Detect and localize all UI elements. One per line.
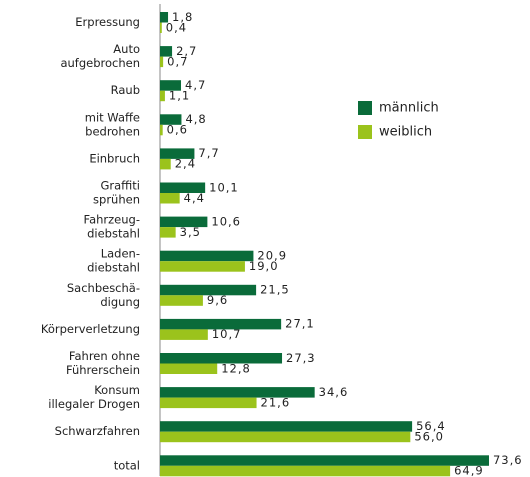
value-label: 21,5	[260, 283, 290, 297]
category-label: illegaler Drogen	[48, 397, 140, 411]
category-label: bedrohen	[85, 124, 140, 138]
value-label: 2,4	[175, 157, 196, 171]
bar	[160, 318, 282, 330]
category-label: Laden-	[101, 247, 140, 261]
bar	[160, 114, 182, 125]
bar	[160, 455, 489, 466]
value-label: 10,7	[212, 327, 242, 341]
bar	[160, 284, 257, 296]
category-label: Erpressung	[75, 15, 140, 29]
bar	[160, 397, 257, 409]
category-label: diebstahl	[87, 227, 140, 241]
legend-swatch	[358, 101, 372, 115]
bar	[160, 193, 180, 204]
value-label: 0,6	[167, 123, 188, 137]
bar	[160, 148, 195, 159]
category-label: Raub	[111, 83, 140, 97]
category-label: Fahren ohne	[69, 349, 140, 363]
bar	[160, 22, 162, 33]
value-label: 19,0	[249, 259, 279, 273]
bar	[160, 56, 164, 68]
category-label: Fahrzeug-	[84, 213, 140, 227]
value-label: 10,6	[211, 214, 241, 228]
bar	[160, 124, 163, 136]
category-label: aufgebrochen	[60, 56, 140, 70]
value-label: 20,9	[257, 248, 287, 262]
category-label: Führerschein	[66, 363, 140, 377]
category-label: sprühen	[93, 193, 140, 207]
category-label: total	[114, 458, 140, 472]
category-label: Körperverletzung	[41, 322, 140, 336]
bar	[160, 261, 245, 272]
bar	[160, 353, 283, 364]
bar	[160, 216, 208, 228]
category-label: diebstahl	[87, 261, 140, 275]
category-label: Einbruch	[89, 151, 140, 165]
value-label: 9,6	[207, 293, 228, 307]
value-label: 1,1	[169, 88, 190, 102]
category-label: Konsum	[94, 383, 140, 397]
value-label: 0,4	[166, 20, 187, 34]
bar	[160, 46, 173, 57]
legend-label: männlich	[379, 101, 439, 116]
legend-swatch	[358, 125, 372, 139]
bar	[160, 227, 176, 238]
value-label: 34,6	[319, 385, 349, 399]
value-label: 10,1	[209, 180, 239, 194]
bar	[160, 182, 206, 193]
bar	[160, 363, 218, 374]
bar	[160, 421, 413, 432]
category-label: digung	[100, 295, 140, 309]
value-label: 7,7	[198, 146, 219, 160]
value-label: 56,4	[416, 419, 446, 433]
bar	[160, 329, 208, 340]
bar	[160, 431, 411, 443]
value-label: 1,8	[172, 10, 193, 24]
value-label: 12,8	[221, 361, 251, 375]
bar	[160, 387, 315, 398]
legend-label: weiblich	[379, 125, 432, 140]
category-label: Schwarzfahren	[55, 424, 140, 438]
value-label: 2,7	[176, 44, 197, 58]
value-label: 4,8	[185, 112, 206, 126]
value-label: 73,6	[493, 453, 523, 467]
value-label: 64,9	[454, 464, 484, 477]
category-label: Auto	[113, 42, 140, 56]
bar	[160, 80, 182, 91]
value-label: 27,1	[285, 317, 315, 331]
bar	[160, 12, 169, 23]
category-label: mit Waffe	[85, 110, 140, 124]
value-label: 3,5	[180, 225, 201, 239]
bar	[160, 465, 451, 477]
bar	[160, 250, 254, 262]
value-label: 56,0	[414, 429, 444, 443]
bar	[160, 295, 203, 306]
category-label: Graffiti	[100, 179, 140, 193]
value-label: 4,4	[184, 191, 205, 205]
category-label: Sachbeschä-	[67, 281, 140, 295]
bar	[160, 158, 171, 170]
value-label: 4,7	[185, 78, 206, 92]
value-label: 21,6	[261, 395, 291, 409]
bar	[160, 90, 165, 102]
value-label: 27,3	[286, 351, 316, 365]
value-label: 0,7	[167, 54, 188, 68]
